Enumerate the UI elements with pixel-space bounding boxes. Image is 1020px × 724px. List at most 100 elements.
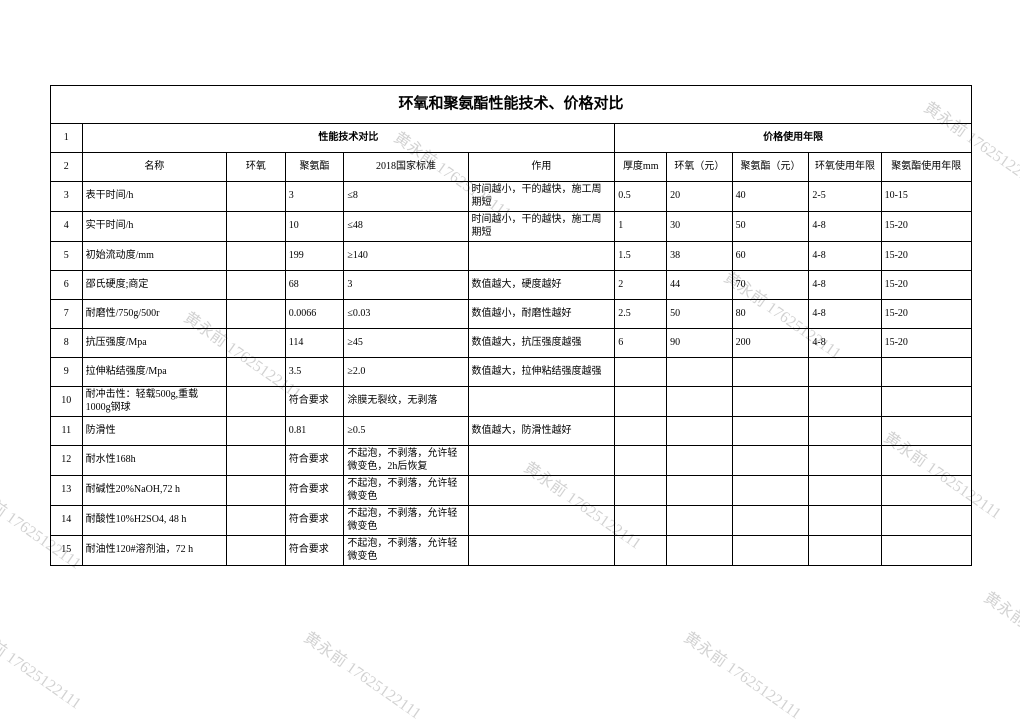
cell-a	[227, 476, 286, 506]
cell-p2	[732, 387, 809, 417]
table-row: 9拉伸粘结强度/Mpa3.5≥2.0数值越大，拉伸粘结强度越强	[51, 358, 972, 387]
cell-idx: 9	[51, 358, 83, 387]
cell-name: 拉伸粘结强度/Mpa	[82, 358, 226, 387]
cell-p2: 60	[732, 242, 809, 271]
cell-y1	[809, 358, 881, 387]
col-p2: 聚氨酯（元）	[732, 153, 809, 182]
table-row: 8抗压强度/Mpa114≥45数值越大，抗压强度越强6902004-815-20	[51, 329, 972, 358]
cell-std: ≤48	[344, 212, 468, 242]
cell-th	[615, 506, 667, 536]
group-idx: 1	[51, 124, 83, 153]
cell-y1	[809, 536, 881, 566]
cell-p1	[667, 446, 732, 476]
col-b: 聚氨酯	[285, 153, 344, 182]
cell-use	[468, 506, 615, 536]
cell-idx: 10	[51, 387, 83, 417]
cell-use: 数值越大，拉伸粘结强度越强	[468, 358, 615, 387]
cell-p2	[732, 506, 809, 536]
cell-b: 68	[285, 271, 344, 300]
table-row: 3表干时间/h3≤8时间越小，干的越快，施工周期短0.520402-510-15	[51, 182, 972, 212]
cell-th	[615, 536, 667, 566]
cell-th: 0.5	[615, 182, 667, 212]
col-p1: 环氧（元）	[667, 153, 732, 182]
cell-y2: 15-20	[881, 242, 971, 271]
cell-p1: 90	[667, 329, 732, 358]
cell-p1	[667, 476, 732, 506]
cell-y2	[881, 387, 971, 417]
table-row: 13耐碱性20%NaOH,72 h符合要求不起泡，不剥落，允许轻微变色	[51, 476, 972, 506]
table-row: 15耐油性120#溶剂油，72 h符合要求不起泡，不剥落，允许轻微变色	[51, 536, 972, 566]
cell-y2: 15-20	[881, 212, 971, 242]
table-title: 环氧和聚氨酯性能技术、价格对比	[50, 85, 972, 123]
cell-a	[227, 446, 286, 476]
cell-std: 不起泡，不剥落，允许轻微变色	[344, 476, 468, 506]
cell-b: 0.0066	[285, 300, 344, 329]
cell-y1	[809, 417, 881, 446]
cell-b: 3.5	[285, 358, 344, 387]
cell-std: ≥0.5	[344, 417, 468, 446]
cell-name: 邵氏硬度;商定	[82, 271, 226, 300]
cell-use: 数值越大，硬度越好	[468, 271, 615, 300]
cell-a	[227, 212, 286, 242]
table-row: 5初始流动度/mm199≥1401.538604-815-20	[51, 242, 972, 271]
cell-use: 数值越大，防滑性越好	[468, 417, 615, 446]
cell-std: 3	[344, 271, 468, 300]
cell-use: 时间越小，干的越快，施工周期短	[468, 212, 615, 242]
cell-b: 10	[285, 212, 344, 242]
cell-idx: 7	[51, 300, 83, 329]
cell-y1: 4-8	[809, 242, 881, 271]
cell-idx: 11	[51, 417, 83, 446]
table-row: 10耐冲击性：轻载500g,重载1000g钢球符合要求涂膜无裂纹，无剥落	[51, 387, 972, 417]
cell-std: ≥45	[344, 329, 468, 358]
cell-y2: 15-20	[881, 300, 971, 329]
col-th: 厚度mm	[615, 153, 667, 182]
cell-b: 199	[285, 242, 344, 271]
col-y2: 聚氨酯使用年限	[881, 153, 971, 182]
cell-b: 符合要求	[285, 506, 344, 536]
cell-th	[615, 446, 667, 476]
cell-p2	[732, 476, 809, 506]
cell-y2	[881, 506, 971, 536]
table-body: 3表干时间/h3≤8时间越小，干的越快，施工周期短0.520402-510-15…	[51, 182, 972, 566]
cell-b: 符合要求	[285, 536, 344, 566]
cell-name: 耐水性168h	[82, 446, 226, 476]
col-a: 环氧	[227, 153, 286, 182]
cell-b: 符合要求	[285, 446, 344, 476]
cell-y1: 4-8	[809, 300, 881, 329]
cell-use	[468, 476, 615, 506]
cell-y1	[809, 476, 881, 506]
cell-y2: 10-15	[881, 182, 971, 212]
table-row: 7耐磨性/750g/500r0.0066≤0.03数值越小，耐磨性越好2.550…	[51, 300, 972, 329]
cell-name: 耐冲击性：轻载500g,重载1000g钢球	[82, 387, 226, 417]
table-row: 4实干时间/h10≤48时间越小，干的越快，施工周期短130504-815-20	[51, 212, 972, 242]
cell-p2	[732, 358, 809, 387]
cell-name: 防滑性	[82, 417, 226, 446]
cell-p2: 40	[732, 182, 809, 212]
cell-y2	[881, 536, 971, 566]
cell-p1	[667, 506, 732, 536]
cell-y1: 2-5	[809, 182, 881, 212]
cell-use	[468, 387, 615, 417]
document-page: 环氧和聚氨酯性能技术、价格对比 1 性能技术对比 价格使用年限 2 名称 环氧 …	[50, 85, 972, 566]
cell-std: 不起泡，不剥落，允许轻微变色，2h后恢复	[344, 446, 468, 476]
cell-y2	[881, 358, 971, 387]
cell-name: 耐磨性/750g/500r	[82, 300, 226, 329]
cell-th	[615, 387, 667, 417]
cell-a	[227, 329, 286, 358]
cell-y1	[809, 446, 881, 476]
cell-y1: 4-8	[809, 329, 881, 358]
cell-a	[227, 271, 286, 300]
cell-idx: 14	[51, 506, 83, 536]
cell-b: 114	[285, 329, 344, 358]
cell-a	[227, 506, 286, 536]
cell-name: 耐酸性10%H2SO4, 48 h	[82, 506, 226, 536]
cell-name: 表干时间/h	[82, 182, 226, 212]
watermark-text: 黄永前 17625122111	[680, 624, 807, 723]
cell-name: 耐油性120#溶剂油，72 h	[82, 536, 226, 566]
cell-p2	[732, 536, 809, 566]
cell-a	[227, 358, 286, 387]
cell-use: 时间越小，干的越快，施工周期短	[468, 182, 615, 212]
cell-std: ≥140	[344, 242, 468, 271]
cell-b: 符合要求	[285, 387, 344, 417]
col-std: 2018国家标准	[344, 153, 468, 182]
